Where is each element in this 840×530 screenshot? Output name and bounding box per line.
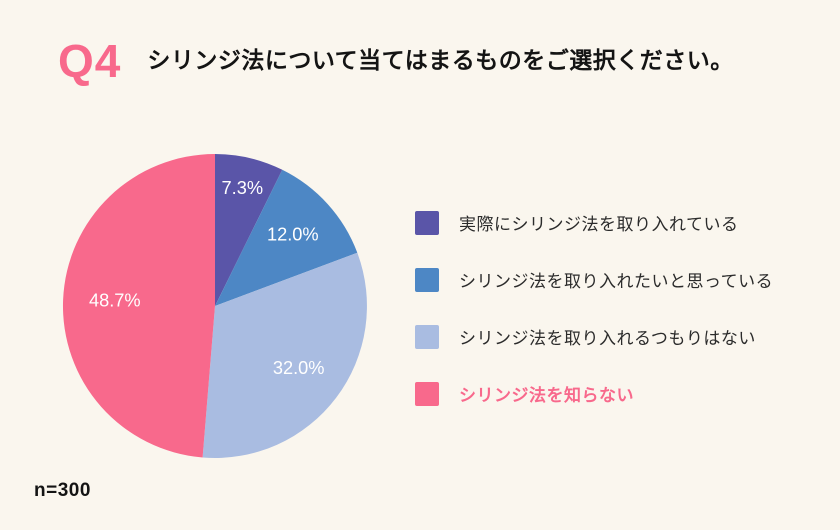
pie-slice-1 [215, 169, 358, 306]
legend-item-2: シリンジ法を取り入れるつもりはない [415, 324, 773, 349]
legend-item-3: シリンジ法を知らない [415, 381, 773, 406]
header: Q4 シリンジ法について当てはまるものをご選択ください。 [58, 38, 734, 84]
legend-swatch-3 [415, 381, 439, 406]
pie-slice-2 [202, 252, 367, 458]
legend-label-3: シリンジ法を知らない [459, 386, 634, 405]
pie-slice-0 [215, 154, 283, 306]
pie-label-1: 12.0% [267, 223, 319, 244]
page-title: シリンジ法について当てはまるものをご選択ください。 [147, 47, 734, 74]
legend: 実際にシリンジ法を取り入れているシリンジ法を取り入れたいと思っている シリンジ法を… [415, 210, 773, 406]
legend-swatch-0 [415, 210, 439, 235]
pie-label-0: 7.3% [222, 177, 264, 198]
legend-item-0: 実際にシリンジ法を取り入れている [415, 210, 773, 235]
pie-slice-3 [62, 154, 215, 458]
pie-chart: 7.3% 12.0% 32.0% 48.7% [62, 154, 367, 458]
sample-size: n=300 [34, 480, 91, 501]
legend-label-1: シリンジ法を取り入れたいと思っている [459, 272, 774, 291]
legend-label-0: 実際にシリンジ法を取り入れている [459, 215, 739, 234]
pie-chart-container: 7.3% 12.0% 32.0% 48.7% [60, 151, 370, 461]
legend-label-2: シリンジ法を取り入れるつもりはない [459, 329, 756, 348]
legend-item-1: シリンジ法を取り入れたいと思っている [415, 267, 773, 292]
legend-swatch-1 [415, 267, 439, 292]
question-number: Q4 [58, 35, 122, 87]
pie-label-3: 48.7% [89, 290, 141, 311]
pie-label-2: 32.0% [273, 357, 325, 378]
legend-swatch-2 [415, 324, 439, 349]
